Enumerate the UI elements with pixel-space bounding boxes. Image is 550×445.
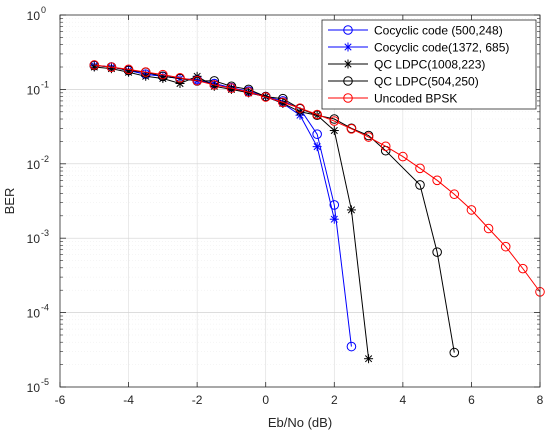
data-point (158, 69, 168, 80)
x-tick-label: -4 (123, 393, 134, 407)
x-tick-label: -6 (55, 393, 66, 407)
legend-label: QC LDPC(1008,223) (374, 58, 485, 72)
x-axis-label: Eb/No (dB) (268, 415, 332, 430)
data-point (312, 129, 322, 139)
data-point (295, 103, 305, 113)
y-tick-label-exponent: -5 (41, 377, 49, 387)
legend-entry: QC LDPC(504,250) (328, 75, 479, 89)
data-point (346, 205, 356, 215)
x-tick-label: 0 (262, 393, 269, 407)
data-point (106, 62, 117, 72)
data-point (380, 141, 391, 152)
legend: Cocyclic code (500,248) Cocyclic code(137… (321, 19, 537, 110)
data-point (260, 92, 271, 102)
data-point (432, 247, 442, 257)
data-point (415, 180, 425, 190)
series-layer (89, 60, 545, 364)
data-point (500, 241, 511, 252)
y-tick-label: 10 (27, 381, 41, 395)
x-tick-label: 2 (331, 393, 338, 407)
series-5 (89, 60, 545, 297)
legend-label: QC LDPC(504,250) (374, 75, 479, 89)
data-point (243, 87, 254, 97)
legend-label: Cocyclic code (500,248) (374, 24, 503, 38)
data-point (346, 124, 357, 134)
data-point (364, 354, 374, 364)
x-tick-label: -2 (192, 393, 203, 407)
x-tick-label: 8 (537, 393, 544, 407)
y-tick-label-exponent: -2 (41, 154, 49, 164)
data-point (226, 83, 237, 93)
legend-label: Cocyclic code(1372, 685) (374, 41, 509, 55)
data-point (483, 223, 494, 234)
data-point (209, 80, 220, 90)
data-point (192, 75, 202, 86)
data-point (415, 163, 425, 174)
y-tick-label: 10 (27, 307, 41, 321)
data-point (329, 200, 340, 210)
plot-frame (59, 14, 541, 388)
data-point (466, 205, 477, 215)
legend-marker (343, 76, 353, 86)
data-point (312, 109, 322, 120)
data-point (449, 189, 460, 200)
legend-marker (343, 59, 353, 69)
y-tick-label-exponent: -4 (41, 303, 49, 313)
legend-entry: Uncoded BPSK (328, 92, 457, 106)
y-tick-label-exponent: 0 (41, 5, 46, 15)
data-point (278, 97, 288, 108)
legend-entry: Cocyclic code(1372, 685) (328, 41, 509, 55)
legend-entry: Cocyclic code (500,248) (328, 24, 503, 38)
series-line (94, 64, 541, 293)
data-point (329, 126, 339, 136)
data-point (243, 84, 254, 95)
data-point (123, 64, 134, 75)
data-point (329, 116, 340, 126)
y-tick-label: 10 (27, 9, 41, 23)
y-tick-label-exponent: -3 (41, 228, 49, 238)
data-point (346, 341, 357, 352)
y-tick-label: 10 (27, 83, 41, 97)
x-tick-label: 6 (468, 393, 475, 407)
y-axis-label: BER (2, 188, 17, 215)
data-point (518, 263, 528, 274)
legend-label: Uncoded BPSK (374, 92, 457, 106)
y-tick-label-exponent: -1 (41, 79, 49, 89)
legend-marker (343, 42, 353, 52)
y-tick-label: 10 (27, 158, 41, 172)
data-point (312, 142, 322, 152)
data-point (432, 175, 442, 186)
data-point (449, 347, 460, 358)
data-point (89, 60, 100, 70)
data-point (140, 67, 151, 77)
data-point (398, 151, 408, 162)
x-tick-label: 4 (400, 393, 407, 407)
data-point (329, 214, 339, 224)
data-point (278, 93, 288, 104)
legend-marker (343, 25, 353, 35)
data-point (363, 132, 374, 142)
legend-entry: QC LDPC(1008,223) (328, 58, 485, 72)
data-point (175, 73, 185, 83)
y-tick-label: 10 (27, 232, 41, 246)
legend-marker (343, 93, 353, 103)
